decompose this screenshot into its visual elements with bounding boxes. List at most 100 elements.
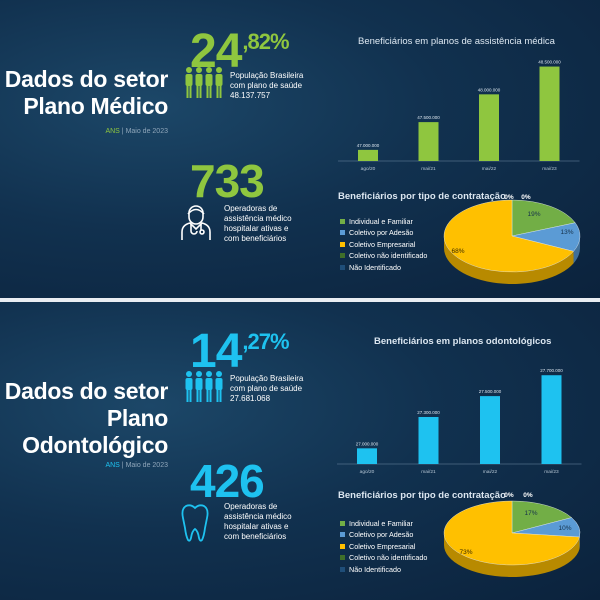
- bar: [418, 122, 439, 161]
- bar-chart-dental: 27.000.000 ago/20 27.300.000 mai/21 27.500.0…: [337, 368, 582, 475]
- operators-count: 733: [190, 155, 265, 207]
- bar-chart-medical: 47.000.000 ago/20 47.500.000 mai/21 48.000.0…: [338, 60, 580, 172]
- legend-item: Coletivo por Adesão: [340, 529, 427, 540]
- operators-count: 426: [190, 455, 265, 507]
- x-tick-label: mai/23: [542, 166, 557, 172]
- x-tick-label: mai/21: [421, 469, 436, 475]
- bar: [418, 417, 439, 464]
- legend-swatch: [340, 253, 345, 259]
- pie-slice: [511, 222, 581, 252]
- bar: [539, 66, 560, 161]
- x-tick-label: mai/22: [482, 166, 497, 172]
- population-value: 48.137.757: [230, 91, 271, 100]
- data-label: 0%: [504, 194, 514, 201]
- data-label: 73%: [459, 549, 472, 556]
- pie-slice: [511, 199, 576, 237]
- data-label: 17%: [524, 510, 537, 517]
- data-label: 10%: [558, 525, 571, 532]
- legend-swatch: [340, 521, 345, 526]
- data-label: 47.500.000: [417, 115, 440, 120]
- legend-item: Não Identificado: [340, 262, 427, 273]
- bar: [357, 448, 377, 464]
- legend-item: Coletivo por Adesão: [340, 227, 427, 238]
- population-value: 27.681.068: [230, 394, 271, 403]
- source-note: ANS | Maio de 2023: [105, 128, 168, 135]
- legend-swatch: [340, 219, 345, 224]
- source-date: | Maio de 2023: [119, 462, 168, 469]
- data-label: 27.000.000: [356, 441, 379, 446]
- bar: [479, 94, 499, 161]
- data-label: 27.700.000: [540, 368, 563, 373]
- people-group-icon: [185, 371, 223, 402]
- x-tick-label: ago/20: [361, 166, 376, 172]
- source-prefix: ANS: [105, 128, 120, 135]
- data-label: 68%: [451, 248, 464, 255]
- data-label: 0%: [523, 492, 533, 499]
- legend-item: Coletivo Empresarial: [340, 541, 427, 552]
- legend: Individual e Familiar Coletivo por Adesã…: [340, 518, 427, 575]
- data-label: 13%: [560, 229, 573, 236]
- legend-item: Coletivo não identificado: [340, 552, 427, 563]
- data-label: 19%: [527, 211, 540, 218]
- operators-label: Operadoras de assistência médico hospita…: [224, 204, 292, 243]
- panel-title: Dados do setor Plano Médico: [4, 66, 169, 119]
- coverage-percentage: 14,27%: [190, 325, 290, 378]
- bar: [541, 375, 562, 464]
- data-label: 0%: [521, 194, 531, 201]
- bar: [358, 149, 378, 161]
- dental-panel: Dados do setor Plano Odontológico ANS | …: [0, 302, 600, 600]
- operators-label: Operadoras de assistência médico hospita…: [224, 502, 292, 541]
- x-tick-label: mai/22: [483, 469, 498, 475]
- legend-item: Individual e Familiar: [340, 518, 427, 529]
- tooth-icon: [181, 504, 209, 542]
- data-label: 47.000.000: [357, 143, 380, 148]
- pie-chart-dental: 17% 10% 73% 0% 0%: [443, 492, 581, 577]
- pie-slice-side: [573, 236, 580, 264]
- pie-slice: [443, 500, 580, 566]
- percentage-decimal: ,27%: [242, 329, 289, 354]
- pie-chart-medical: 19% 13% 68% 0% 0%: [443, 194, 581, 285]
- legend-item: Não Identificado: [340, 564, 427, 575]
- panel-divider: [0, 298, 600, 302]
- chart-title: Beneficiários em planos odontológicos: [374, 336, 552, 347]
- legend-swatch: [340, 264, 345, 270]
- data-label: 48.000.000: [478, 87, 501, 92]
- legend-swatch: [340, 543, 345, 549]
- data-label: 27.500.000: [479, 389, 502, 394]
- data-label: 0%: [504, 492, 514, 499]
- source-date: | Maio de 2023: [119, 128, 168, 135]
- population-label: População Brasileira com plano de saúde: [230, 71, 304, 90]
- percentage-integer: 14: [190, 325, 242, 378]
- pie-slice-side: [444, 236, 574, 285]
- doctor-icon: [181, 205, 211, 240]
- data-label: 48.500.000: [538, 60, 561, 65]
- chart-title: Beneficiários em planos de assistência m…: [358, 36, 555, 47]
- legend-item: Coletivo Empresarial: [340, 239, 427, 250]
- source-prefix: ANS: [105, 462, 120, 469]
- medical-panel: Dados do setor Plano Médico ANS | Maio d…: [0, 0, 600, 298]
- population-stat: População Brasileira com plano de saúde 4…: [230, 71, 303, 101]
- pie-slice: [443, 199, 574, 273]
- population-stat: População Brasileira com plano de saúde 2…: [230, 374, 303, 404]
- legend-swatch: [340, 566, 345, 572]
- source-note: ANS | Maio de 2023: [105, 462, 168, 469]
- legend-item: Coletivo não identificado: [340, 250, 427, 261]
- legend-item: Individual e Familiar: [340, 216, 427, 227]
- legend-swatch: [340, 555, 345, 561]
- x-tick-label: mai/21: [421, 166, 436, 172]
- panel-title: Dados do setor Plano Odontológico: [4, 378, 169, 458]
- percentage-decimal: ,82%: [242, 29, 289, 54]
- chart-title: Beneficiários por tipo de contratação: [338, 191, 506, 202]
- x-tick-label: mai/23: [544, 469, 559, 475]
- population-label: População Brasileira com plano de saúde: [230, 374, 304, 393]
- pie-slice: [511, 500, 573, 534]
- data-label: 27.300.000: [417, 410, 440, 415]
- x-tick-label: ago/20: [360, 469, 375, 475]
- legend: Individual e Familiar Coletivo por Adesã…: [340, 216, 427, 273]
- people-group-icon: [185, 67, 223, 98]
- chart-title: Beneficiários por tipo de contratação: [338, 490, 506, 501]
- legend-swatch: [340, 230, 345, 236]
- legend-swatch: [340, 241, 345, 247]
- bar: [480, 396, 500, 464]
- legend-swatch: [340, 532, 345, 538]
